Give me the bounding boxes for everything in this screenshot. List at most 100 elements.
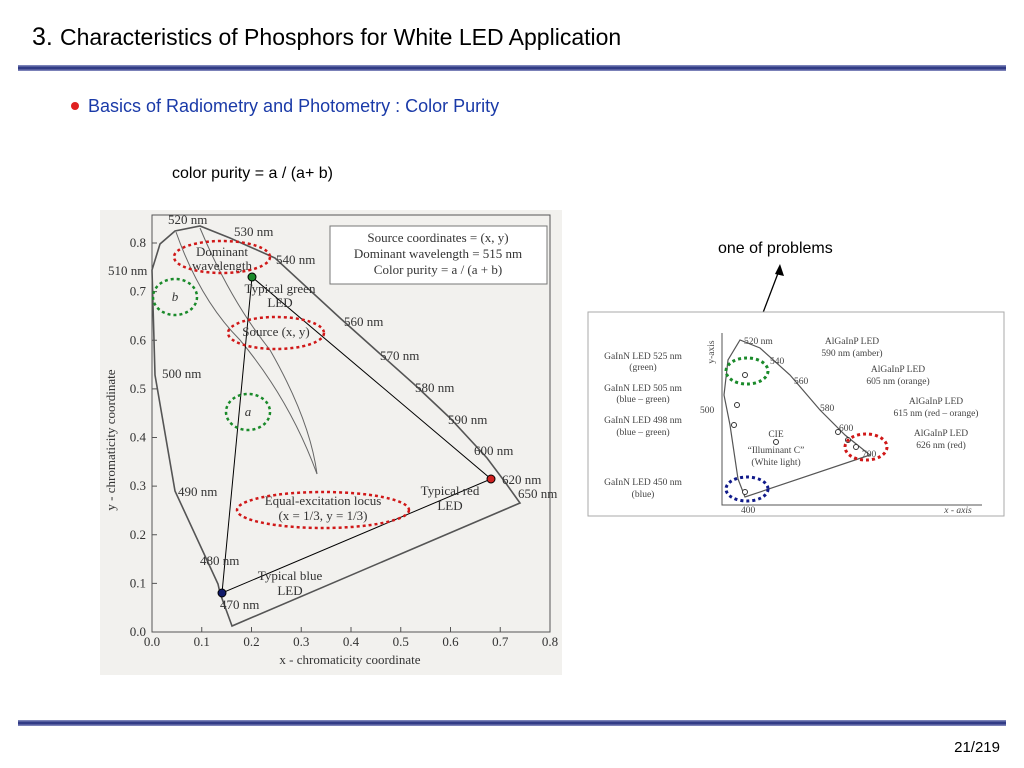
- led-label: AlGaInP LED: [909, 397, 963, 407]
- annotation: Typical blue: [258, 568, 323, 583]
- led-label: (blue – green): [616, 427, 669, 438]
- legend-line: Source coordinates = (x, y): [367, 230, 508, 245]
- led-point: [731, 422, 737, 428]
- annotation: Typical red: [421, 483, 480, 498]
- legend-line: Dominant wavelength = 515 nm: [354, 246, 522, 261]
- x-tick-label: 0.2: [243, 634, 259, 649]
- led-label: (White light): [751, 457, 800, 468]
- wavelength-label: 560: [794, 377, 809, 387]
- x-tick-label: 0.5: [393, 634, 409, 649]
- led-label: AlGaInP LED: [914, 429, 968, 439]
- wavelength-label: 500 nm: [162, 366, 201, 381]
- legend-line: Color purity = a / (a + b): [374, 262, 502, 277]
- section-number: 3.: [32, 23, 53, 51]
- annotation: LED: [277, 583, 302, 598]
- highlight-ellipse: [235, 490, 411, 530]
- annotation: Source (x, y): [242, 324, 310, 339]
- figure-frame: [587, 311, 1005, 517]
- page-number: 21/219: [954, 739, 1000, 756]
- wavelength-label: 500: [700, 406, 715, 416]
- highlight-ellipse: [172, 239, 272, 275]
- callout-text: one of problems: [718, 240, 833, 257]
- annotation: Dominant: [196, 244, 248, 259]
- wavelength-label: 600 nm: [474, 443, 513, 458]
- led-triangle: [221, 276, 492, 594]
- header-rule: [18, 65, 1006, 71]
- wavelength-label: 540 nm: [276, 252, 315, 267]
- y-tick-label: 0.2: [130, 527, 146, 542]
- cie-diagram: 0.0 0.1 0.2 0.3 0.4 0.5 0.6 0.7 0.8 0.0 0.1 0.2 0.3 0…: [100, 210, 562, 675]
- wavelength-label: 480 nm: [200, 553, 239, 568]
- wavelength-label: 490 nm: [178, 484, 217, 499]
- annotation: (x = 1/3, y = 1/3): [278, 508, 367, 523]
- wavelength-label: 520 nm: [744, 337, 773, 347]
- wavelength-label: 580: [820, 404, 835, 414]
- wavelength-label: 600: [839, 424, 854, 434]
- led-diagram: y-axis x - axis 520 nm 540 560 580 600 7…: [587, 311, 1005, 517]
- legend-box: [329, 225, 548, 285]
- led-label: 615 nm (red – orange): [894, 408, 979, 419]
- red-led-point: [486, 474, 496, 484]
- y-tick-label: 0.8: [130, 235, 146, 250]
- wavelength-label: 400: [741, 506, 756, 516]
- led-label: (blue – green): [616, 394, 669, 405]
- led-label: 626 nm (red): [916, 440, 966, 451]
- wavelength-label: 650 nm: [518, 486, 557, 501]
- annotation: Typical green: [245, 281, 316, 296]
- axes: [721, 333, 982, 506]
- highlights: [151, 239, 411, 530]
- led-point: [773, 439, 779, 445]
- annotation: b: [172, 289, 179, 304]
- led-label: 590 nm (amber): [821, 348, 882, 359]
- highlight-ellipse: [224, 392, 272, 432]
- led-label: CIE: [768, 430, 784, 440]
- purity-band: [199, 227, 318, 475]
- x-tick-label: 0.4: [343, 634, 360, 649]
- led-label: GaInN LED 498 nm: [604, 416, 682, 426]
- highlight-ellipse: [226, 315, 326, 351]
- led-point: [853, 444, 859, 450]
- x-tick-label: 0.1: [194, 634, 210, 649]
- led-point: [734, 402, 740, 408]
- arrow-head: [775, 264, 784, 276]
- led-point: [742, 372, 748, 378]
- x-tick-label: 0.8: [542, 634, 558, 649]
- led-label: “Illuminant C”: [748, 446, 805, 456]
- annotation: LED: [267, 295, 292, 310]
- axis-label: x - axis: [943, 506, 972, 516]
- led-label: AlGaInP LED: [825, 337, 879, 347]
- led-label: 605 nm (orange): [866, 376, 929, 387]
- wavelength-label: 520 nm: [168, 212, 207, 227]
- x-tick-label: 0.3: [293, 634, 309, 649]
- led-label: AlGaInP LED: [871, 365, 925, 375]
- annotation: wavelength: [192, 258, 252, 273]
- axis-label: y-axis: [707, 340, 717, 364]
- bullet-text: Basics of Radiometry and Photometry : Co…: [88, 96, 499, 116]
- y-axis-label: y - chromaticity coordinate: [103, 369, 118, 510]
- led-points: [731, 372, 859, 495]
- x-tick-label: 0.6: [442, 634, 459, 649]
- highlight-ellipse: [843, 432, 889, 462]
- annotation: a: [245, 404, 252, 419]
- x-tick-label: 0.7: [492, 634, 509, 649]
- green-led-point: [247, 272, 257, 282]
- y-tick-label: 0.5: [130, 381, 146, 396]
- footer-rule: [18, 720, 1006, 726]
- slide-title: Characteristics of Phosphors for White L…: [60, 24, 621, 50]
- wavelength-label: 470 nm: [220, 597, 259, 612]
- wavelength-label: 510 nm: [108, 263, 147, 278]
- led-point: [742, 489, 748, 495]
- highlight-ellipse: [724, 356, 770, 386]
- led-label: GaInN LED 450 nm: [604, 478, 682, 488]
- bullet-dot: [71, 102, 79, 110]
- led-label: (green): [629, 362, 656, 373]
- blue-led-point: [217, 588, 227, 598]
- highlights: [724, 356, 889, 503]
- led-label: GaInN LED 505 nm: [604, 384, 682, 394]
- left-ticks: 0.0 0.1 0.2 0.3 0.4 0.5 0.6 0.7 0.8 0.0 0.1 0.2 0.3 0…: [130, 235, 558, 649]
- highlight-ellipse: [151, 277, 199, 317]
- y-tick-label: 0.4: [130, 430, 147, 445]
- wavelength-label: 620 nm: [502, 472, 541, 487]
- led-label: (blue): [632, 489, 655, 500]
